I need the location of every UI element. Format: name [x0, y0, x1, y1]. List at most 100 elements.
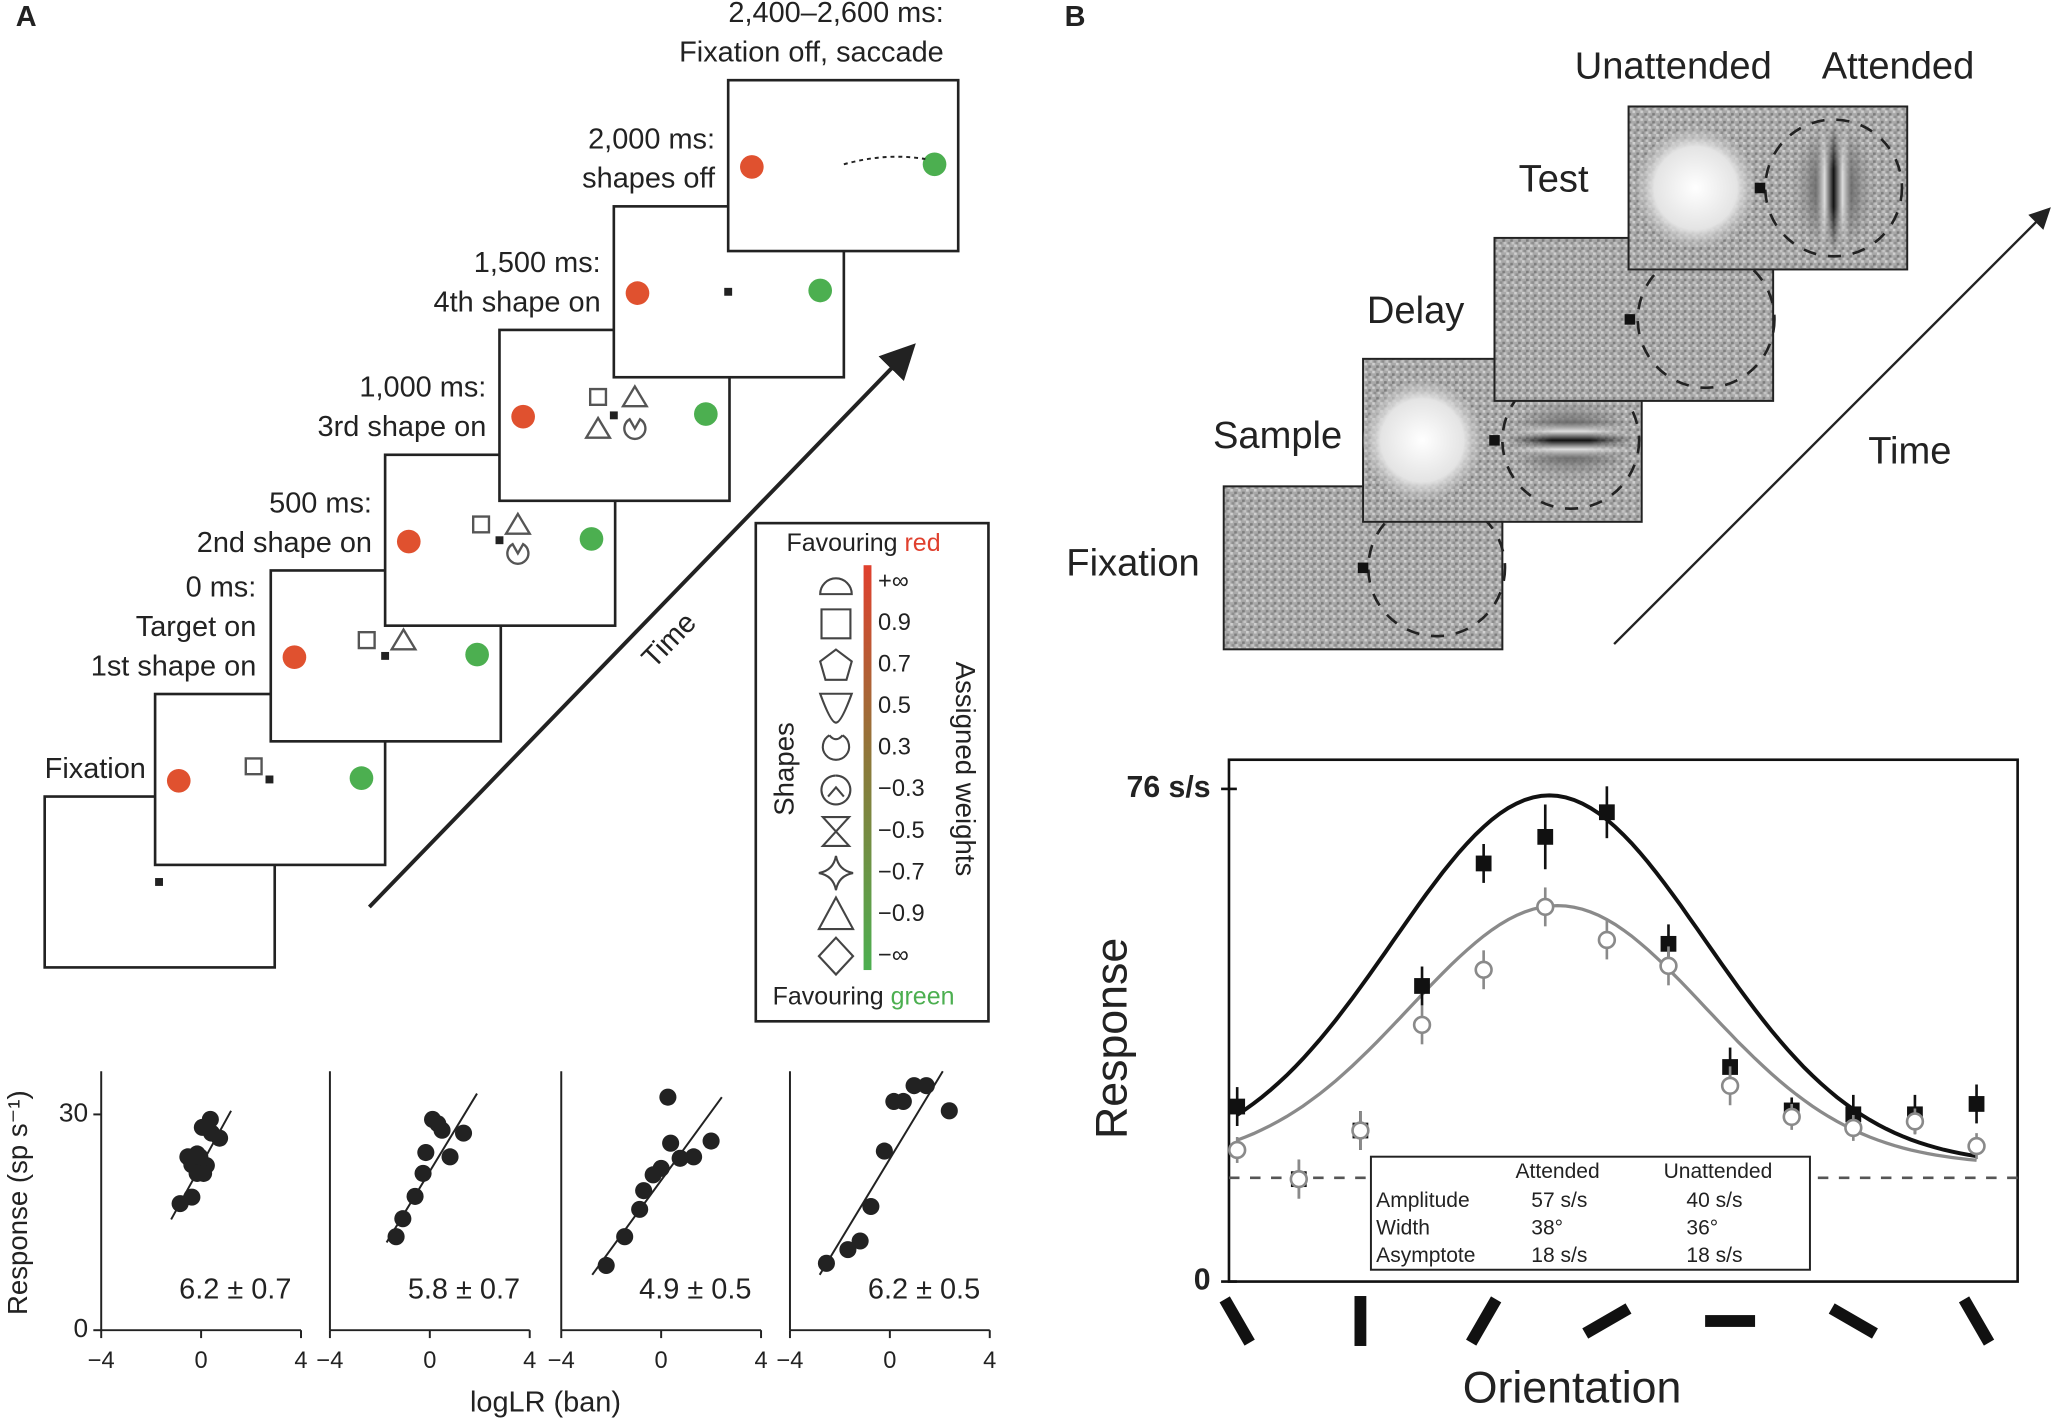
- stimulus-label: Delay: [1367, 290, 1464, 332]
- x-tick-label: −4: [776, 1348, 803, 1374]
- legend-shape: [821, 734, 851, 761]
- table-header: Attended: [1516, 1160, 1600, 1183]
- x-tick-label: 4: [754, 1348, 767, 1374]
- weight-label: 0.3: [878, 735, 911, 761]
- attention-circle: [1763, 118, 1904, 258]
- legend-axis: Shapes: [768, 722, 799, 816]
- weight-label: −0.7: [878, 859, 925, 885]
- weight-label: −0.5: [878, 818, 925, 844]
- panel-label: B: [1065, 1, 1086, 33]
- legend-word: green: [891, 982, 955, 1010]
- data-point: [1844, 1118, 1863, 1138]
- table-cell: 18 s/s: [1686, 1244, 1742, 1267]
- y-tick-label: 0: [73, 1313, 88, 1343]
- data-point: [387, 1228, 405, 1246]
- frame-label: Target on: [136, 611, 257, 643]
- frame-label: 4th shape on: [434, 286, 601, 318]
- data-point: [1536, 897, 1555, 917]
- data-point: [1537, 828, 1554, 845]
- grating: [1507, 395, 1634, 486]
- table-row-name: Asymptote: [1376, 1244, 1475, 1267]
- data-point: [875, 1142, 893, 1160]
- panel-label: A: [16, 1, 37, 33]
- slope-annotation: 4.9 ± 0.5: [639, 1273, 751, 1305]
- x-tick-label: 4: [294, 1348, 307, 1374]
- weight-label: 0.9: [878, 610, 911, 636]
- y-tick-label: 30: [59, 1097, 88, 1127]
- legend-shape: [817, 936, 855, 977]
- attention-circle: [1501, 370, 1641, 510]
- fixation-point: [495, 536, 504, 545]
- stimulus-label: Fixation: [1066, 542, 1199, 584]
- data-point: [1475, 855, 1492, 872]
- slope-annotation: 6.2 ± 0.7: [179, 1273, 291, 1305]
- stimulus-label: Test: [1519, 158, 1589, 200]
- data-point: [635, 1182, 653, 1200]
- x-tick-label: 0: [423, 1348, 436, 1374]
- weight-bar: [863, 565, 872, 971]
- red-target: [511, 404, 535, 429]
- green-target: [694, 402, 718, 426]
- data-point: [1412, 1015, 1432, 1035]
- frame-label: Fixation: [45, 753, 146, 785]
- slope-annotation: 6.2 ± 0.5: [868, 1273, 980, 1305]
- legend-shape: [820, 815, 852, 848]
- fixation-point: [265, 775, 274, 784]
- y-axis-label: Response (sp s⁻¹): [2, 1090, 33, 1315]
- weight-label: +∞: [878, 569, 909, 595]
- shape: [389, 627, 418, 651]
- red-target: [625, 281, 650, 305]
- data-point: [652, 1159, 670, 1177]
- legend-shape: [818, 692, 854, 724]
- time-label: Time: [1868, 431, 1951, 473]
- shape: [588, 387, 608, 407]
- orientation-tick: [1219, 1296, 1255, 1346]
- frame-label: shapes off: [582, 163, 716, 195]
- data-point: [1659, 956, 1678, 976]
- green-target: [922, 152, 947, 177]
- shape: [584, 415, 612, 439]
- slope-annotation: 5.8 ± 0.7: [408, 1273, 520, 1305]
- y-tick-label: 0: [1194, 1264, 1211, 1297]
- red-target: [740, 155, 764, 179]
- legend-axis: Assigned weights: [950, 662, 981, 877]
- trial-frame: [726, 78, 960, 253]
- orientation-tick: [1354, 1296, 1367, 1346]
- data-point: [433, 1121, 451, 1139]
- x-tick-label: 0: [883, 1348, 896, 1374]
- data-point: [631, 1200, 649, 1218]
- green-target: [579, 527, 604, 551]
- data-point: [454, 1124, 473, 1142]
- data-point: [188, 1164, 206, 1182]
- data-point: [417, 1143, 435, 1162]
- x-tick-label: 4: [523, 1348, 536, 1374]
- data-point: [1474, 960, 1493, 979]
- frame-label: 2nd shape on: [197, 527, 372, 559]
- frame-label: 1,500 ms:: [474, 247, 601, 279]
- frame-label: Fixation off, saccade: [679, 37, 944, 69]
- legend-word: Favouring: [787, 529, 898, 557]
- data-point: [441, 1148, 459, 1166]
- y-tick-label: 76 s/s: [1127, 771, 1211, 804]
- green-target: [808, 278, 833, 303]
- data-point: [211, 1129, 229, 1147]
- table-cell: 38°: [1531, 1217, 1563, 1240]
- parameter-table: [1369, 1155, 1811, 1271]
- table-cell: 18 s/s: [1531, 1244, 1587, 1267]
- data-point: [894, 1092, 912, 1111]
- legend-shape: [818, 648, 853, 681]
- test-label: Attended: [1822, 45, 1975, 87]
- x-tick-label: 0: [195, 1348, 208, 1374]
- weight-label: 0.5: [878, 693, 911, 719]
- weight-label: −0.3: [878, 776, 925, 802]
- x-axis-label: Orientation: [1463, 1363, 1682, 1412]
- data-point: [940, 1102, 958, 1120]
- fixation-point: [609, 411, 618, 420]
- frame-label: 2,400–2,600 ms:: [728, 0, 943, 29]
- attention-circle: [1636, 249, 1776, 390]
- fixation-point: [1754, 182, 1766, 194]
- orientation-tick: [1828, 1303, 1878, 1339]
- data-point: [839, 1241, 857, 1259]
- table-cell: 57 s/s: [1531, 1189, 1587, 1212]
